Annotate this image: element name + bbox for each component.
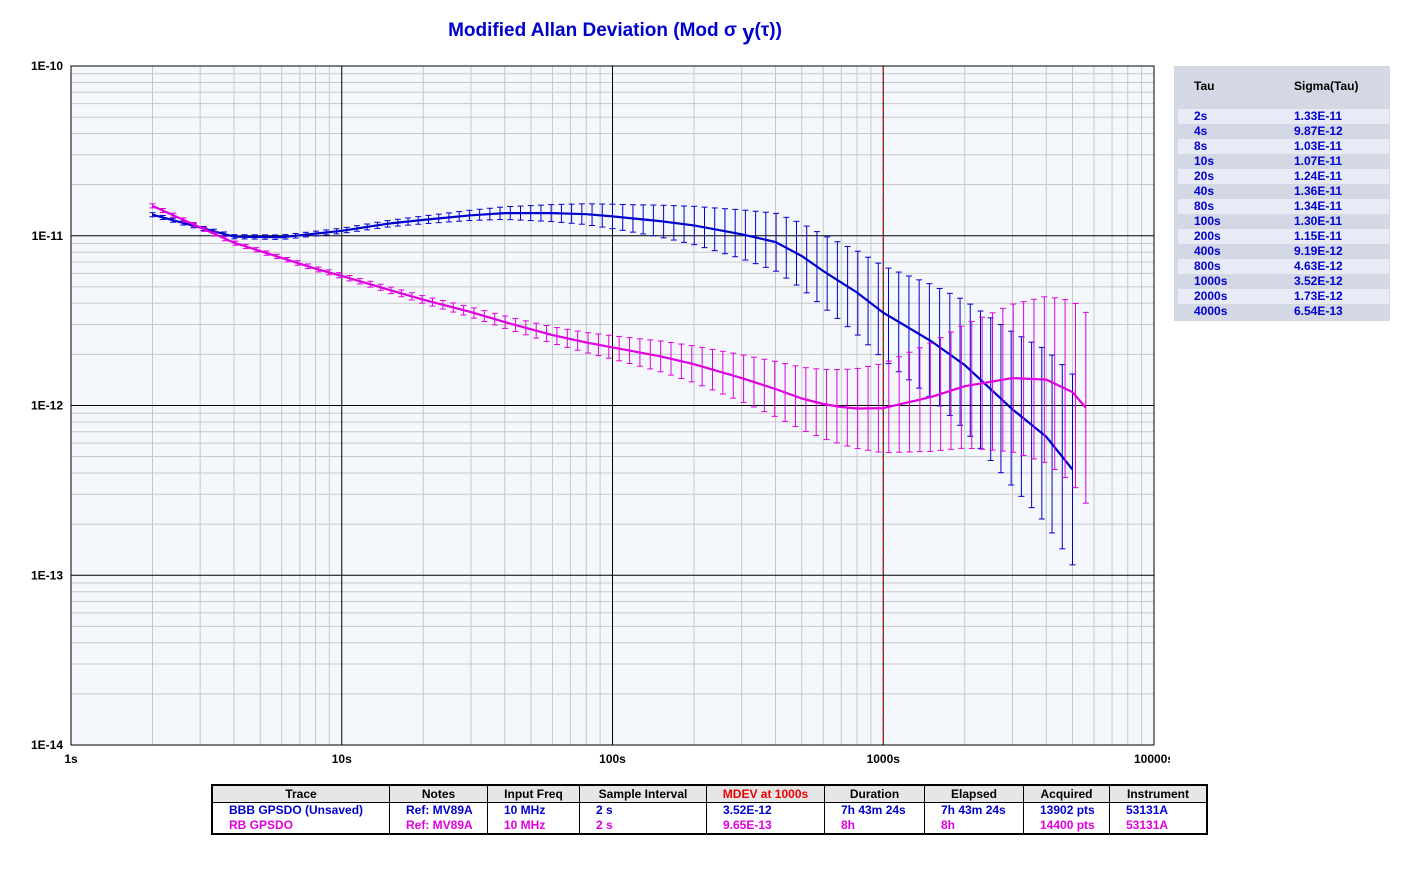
legend-header-cell: MDEV at 1000s — [706, 784, 825, 803]
x-tick-label: 1s — [64, 752, 78, 766]
legend-cell: 13902 pts — [1023, 802, 1110, 818]
plot-frame — [70, 65, 1155, 746]
legend-cell: 2 s — [579, 818, 707, 834]
tau-row: 100s 1.30E-11 — [1178, 214, 1389, 229]
legend-cell: 7h 43m 24s — [924, 802, 1024, 818]
sigma-value: 1.34E-11 — [1294, 199, 1343, 213]
tau-row: 2s 1.33E-11 — [1178, 109, 1389, 124]
legend-row: RB GPSDO Ref: MV89A 10 MHz 2 s 9.65E-13 8h 8h 1… — [211, 818, 1208, 834]
legend-cell: Ref: MV89A — [389, 818, 488, 834]
sigma-value: 6.54E-13 — [1294, 304, 1343, 318]
legend-header-cell: Acquired — [1023, 784, 1110, 803]
legend-cell: Ref: MV89A — [389, 802, 488, 818]
sigma-value: 1.15E-11 — [1294, 229, 1343, 243]
tau-header: Tau — [1194, 79, 1215, 93]
tau-value: 2s — [1194, 109, 1208, 123]
sigma-value: 3.52E-12 — [1294, 274, 1343, 288]
tau-value: 2000s — [1194, 289, 1228, 303]
tau-value: 8s — [1194, 139, 1208, 153]
tau-value: 10s — [1194, 154, 1215, 168]
legend-header-cell: Input Freq — [487, 784, 580, 803]
tau-value: 1000s — [1194, 274, 1228, 288]
tau-row: 40s 1.36E-11 — [1178, 184, 1389, 199]
legend-cell: 7h 43m 24s — [824, 802, 925, 818]
legend-header-cell: Elapsed — [924, 784, 1024, 803]
sigma-header: Sigma(Tau) — [1294, 79, 1359, 93]
tau-row: 4000s 6.54E-13 — [1178, 304, 1389, 319]
allan-deviation-plot: 1s 10s 100s 1000s 10000s 1E-10 1E-11 1E-12 1E-13… — [31, 59, 1170, 766]
x-tick-label: 100s — [599, 752, 626, 766]
y-tick-label: 1E-14 — [31, 738, 63, 752]
series-line-bbb-gpsdo — [152, 212, 1074, 471]
x-tick-label: 1000s — [867, 752, 901, 766]
legend-cell: 53131A — [1109, 818, 1208, 834]
trace-legend-table: Trace Notes Input Freq Sample Interval MDEV … — [211, 784, 1208, 835]
x-tick-label: 10s — [332, 752, 352, 766]
chart-title: Modified Allan Deviation (Mod σ y(τ)) — [448, 20, 782, 45]
tau-value: 80s — [1194, 199, 1215, 213]
tau-value: 100s — [1194, 214, 1221, 228]
x-tick-label: 10000s — [1134, 752, 1170, 766]
tau-row: 20s 1.24E-11 — [1178, 169, 1389, 184]
tau-value: 400s — [1194, 244, 1221, 258]
y-tick-label: 1E-12 — [31, 399, 63, 413]
series-line-rb-gpsdo — [152, 204, 1087, 410]
sigma-value: 1.24E-11 — [1294, 169, 1343, 183]
tau-row: 2000s 1.73E-12 — [1178, 289, 1389, 304]
tau-value: 20s — [1194, 169, 1215, 183]
legend-cell: 3.52E-12 — [706, 802, 825, 818]
legend-header-cell: Sample Interval — [579, 784, 707, 803]
sigma-value: 9.19E-12 — [1294, 244, 1343, 258]
sigma-value: 1.30E-11 — [1294, 214, 1343, 228]
legend-row: BBB GPSDO (Unsaved) Ref: MV89A 10 MHz 2 s 3.… — [211, 802, 1208, 818]
legend-cell: RB GPSDO — [211, 818, 390, 834]
sigma-value: 9.87E-12 — [1294, 124, 1343, 138]
legend-cell: 10 MHz — [487, 802, 580, 818]
tau-sigma-rows: 2s 1.33E-11 4s 9.87E-12 8s 1.03E-11 10s 1.07E-1… — [1178, 109, 1389, 319]
tau-value: 4000s — [1194, 304, 1228, 318]
legend-header-cell: Notes — [389, 784, 488, 803]
legend-cell: 14400 pts — [1023, 818, 1110, 834]
legend-header-cell: Instrument — [1109, 784, 1208, 803]
sigma-value: 1.33E-11 — [1294, 109, 1343, 123]
sigma-value: 1.36E-11 — [1294, 184, 1343, 198]
tau-value: 4s — [1194, 124, 1208, 138]
legend-cell: 8h — [824, 818, 925, 834]
tau-sigma-panel: Tau Sigma(Tau) 2s 1.33E-11 4s 9.87E-12 8s 1.0… — [1174, 66, 1390, 321]
legend-cell: 53131A — [1109, 802, 1208, 818]
tau-row: 80s 1.34E-11 — [1178, 199, 1389, 214]
tau-value: 40s — [1194, 184, 1215, 198]
tau-row: 800s 4.63E-12 — [1178, 259, 1389, 274]
tau-row: 200s 1.15E-11 — [1178, 229, 1389, 244]
tau-row: 400s 9.19E-12 — [1178, 244, 1389, 259]
legend-header-cell: Duration — [824, 784, 925, 803]
tau-value: 800s — [1194, 259, 1221, 273]
legend-cell: 10 MHz — [487, 818, 580, 834]
y-tick-label: 1E-13 — [31, 568, 63, 582]
tau-row: 1000s 3.52E-12 — [1178, 274, 1389, 289]
sigma-value: 1.07E-11 — [1294, 154, 1343, 168]
sigma-value: 4.63E-12 — [1294, 259, 1343, 273]
tau-row: 8s 1.03E-11 — [1178, 139, 1389, 154]
legend-cell: 2 s — [579, 802, 707, 818]
legend-cell: 8h — [924, 818, 1024, 834]
sigma-value: 1.03E-11 — [1294, 139, 1343, 153]
tau-value: 200s — [1194, 229, 1221, 243]
tau-row: 4s 9.87E-12 — [1178, 124, 1389, 139]
legend-header-cell: Trace — [211, 784, 390, 803]
legend-cell: 9.65E-13 — [706, 818, 825, 834]
sigma-value: 1.73E-12 — [1294, 289, 1343, 303]
tau-row: 10s 1.07E-11 — [1178, 154, 1389, 169]
y-tick-label: 1E-11 — [32, 229, 64, 243]
legend-cell: BBB GPSDO (Unsaved) — [211, 802, 390, 818]
y-tick-label: 1E-10 — [31, 59, 63, 73]
